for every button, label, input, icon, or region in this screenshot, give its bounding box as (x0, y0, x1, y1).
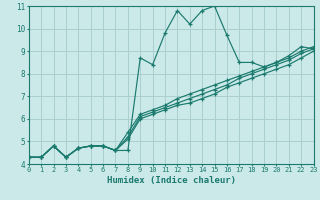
X-axis label: Humidex (Indice chaleur): Humidex (Indice chaleur) (107, 176, 236, 185)
